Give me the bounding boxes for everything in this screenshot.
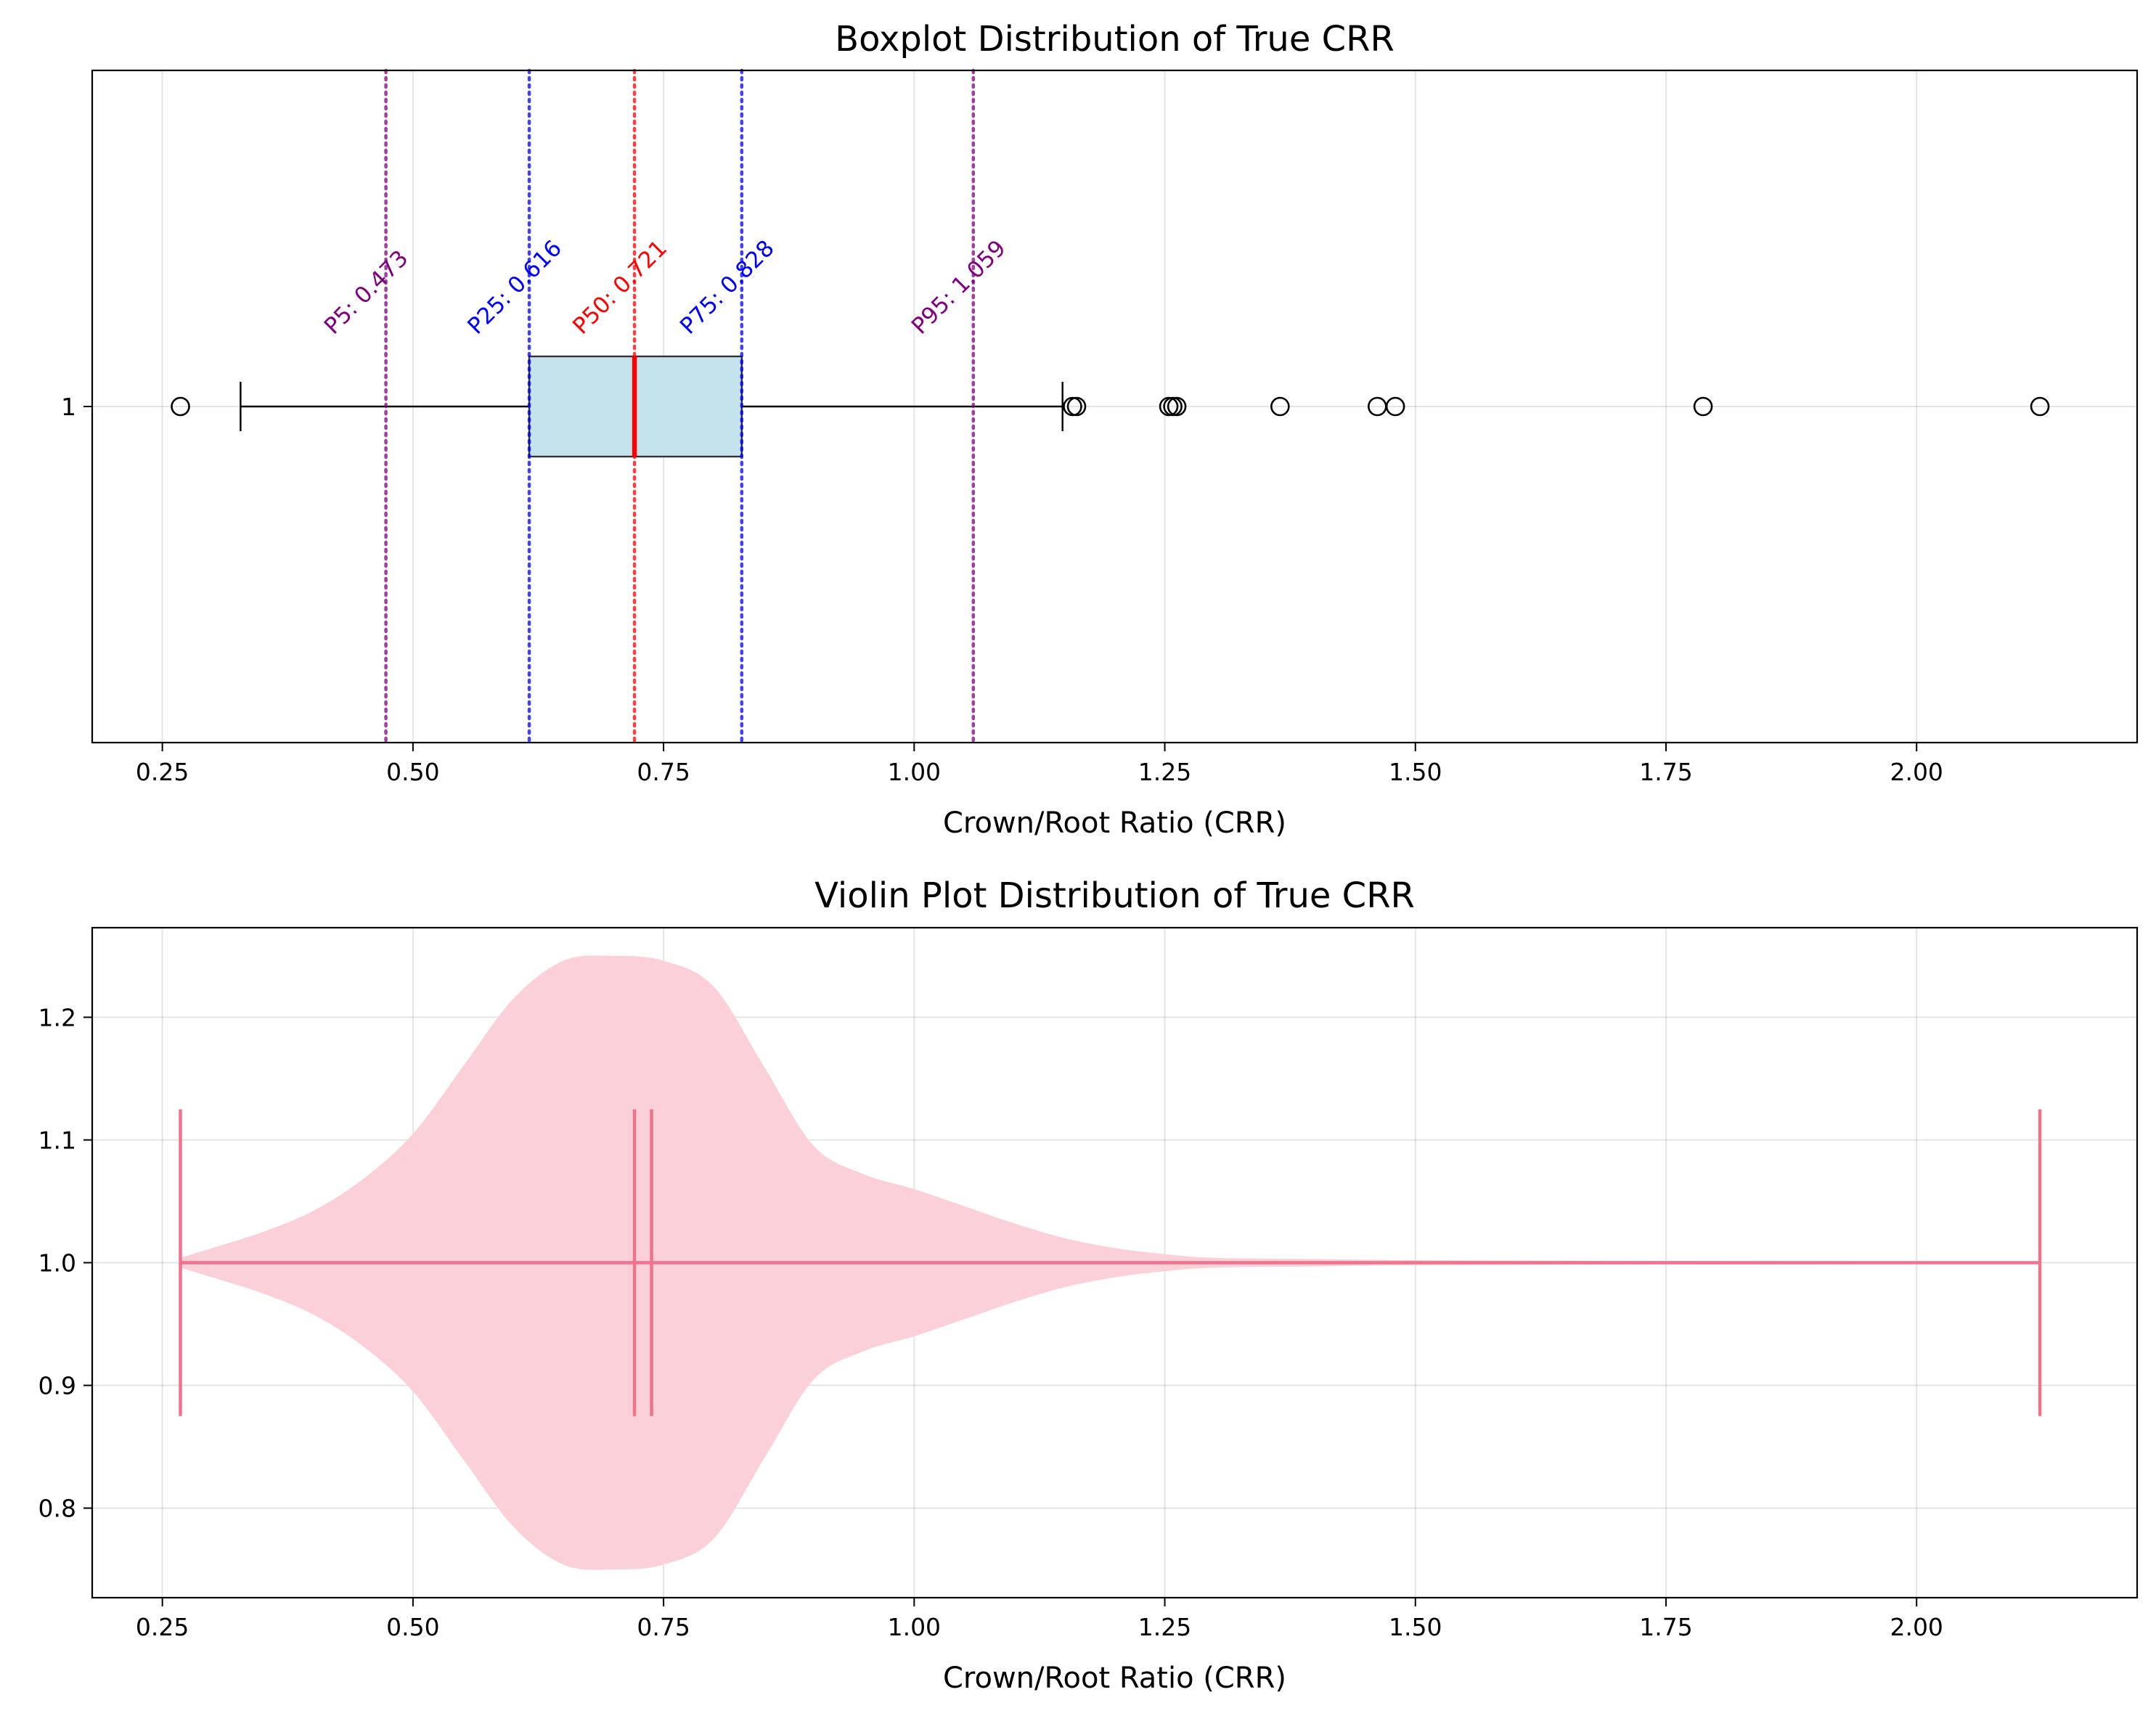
- violin-x-tick-label: 0.25: [136, 1613, 189, 1641]
- violin-x-axis-label: Crown/Root Ratio (CRR): [943, 1662, 1286, 1695]
- boxplot-x-axis-label: Crown/Root Ratio (CRR): [943, 806, 1286, 840]
- violin-y-tick-label: 1.1: [38, 1126, 76, 1154]
- violin-title: Violin Plot Distribution of True CRR: [814, 875, 1415, 916]
- boxplot-outlier-point: [1066, 396, 1087, 417]
- violin-x-tick-label: 0.75: [637, 1613, 690, 1641]
- boxplot-x-tick-label: 2.00: [1890, 758, 1943, 786]
- boxplot-outlier-point: [1693, 396, 1713, 417]
- boxplot-x-tick-label: 1.75: [1639, 758, 1692, 786]
- violin-x-tick-label: 1.25: [1138, 1613, 1191, 1641]
- violin-x-tick-label: 1.50: [1389, 1613, 1442, 1641]
- violin-y-tick-label: 0.9: [38, 1372, 76, 1400]
- violin-x-tick-label: 1.75: [1639, 1613, 1692, 1641]
- violin-plot-area: [179, 955, 2042, 1570]
- boxplot-x-tick-label: 1.50: [1389, 758, 1442, 786]
- boxplot-outlier-point: [2030, 396, 2050, 417]
- boxplot-outlier-point: [1270, 396, 1290, 417]
- boxplot-outlier-point: [1167, 396, 1187, 417]
- violin-y-tick-label: 1.2: [38, 1003, 76, 1031]
- violin-panel: 0.25 0.50 0.75 1.00 1.25 1.50 1.75 2.00 0.8 0.9 1…: [38, 875, 2139, 1695]
- boxplot-x-tick-label: 1.25: [1138, 758, 1191, 786]
- boxplot-x-tick-label: 0.50: [386, 758, 439, 786]
- boxplot-x-tick-label: 1.00: [888, 758, 941, 786]
- violin-x-tick-label: 0.50: [386, 1613, 439, 1641]
- boxplot-x-ticks: 0.25 0.50 0.75 1.00 1.25 1.50 1.75 2.00: [136, 743, 1943, 786]
- violin-x-tick-label: 1.00: [888, 1613, 941, 1641]
- violin-y-ticks: 0.8 0.9 1.0 1.1 1.2: [38, 1003, 92, 1523]
- violin-y-tick-label: 1.0: [38, 1249, 76, 1278]
- violin-x-tick-label: 2.00: [1890, 1613, 1943, 1641]
- boxplot-title: Boxplot Distribution of True CRR: [835, 19, 1395, 60]
- boxplot-x-tick-label: 0.75: [637, 758, 690, 786]
- boxplot-y-tick-label: 1: [61, 393, 76, 421]
- boxplot-outlier-point: [171, 396, 190, 417]
- boxplot-outlier-point: [1385, 396, 1405, 417]
- violin-x-ticks: 0.25 0.50 0.75 1.00 1.25 1.50 1.75 2.00: [136, 1598, 1943, 1641]
- boxplot-y-ticks: 1: [61, 393, 92, 421]
- boxplot-x-tick-label: 0.25: [136, 758, 189, 786]
- violin-y-tick-label: 0.8: [38, 1495, 76, 1523]
